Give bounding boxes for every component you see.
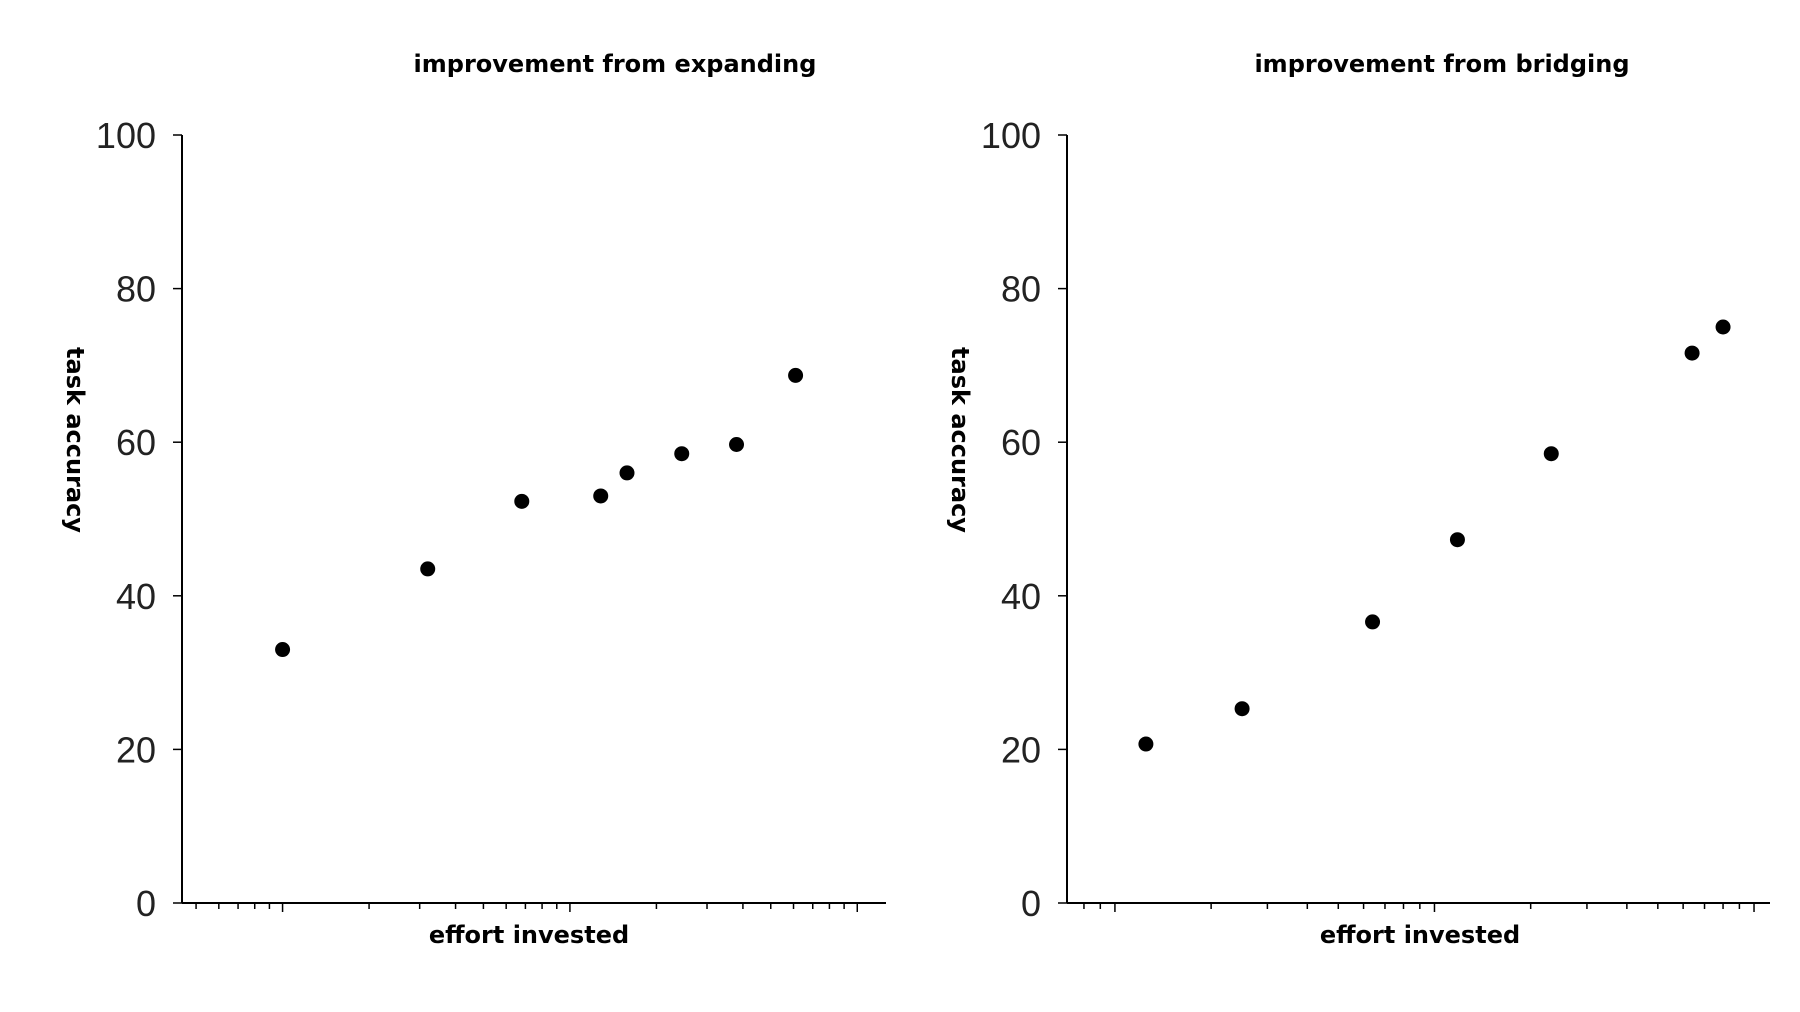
y-axis-label: task accuracy: [61, 347, 89, 533]
y-tick-label: 60: [116, 422, 156, 463]
data-point: [514, 493, 530, 509]
y-tick-label: 40: [116, 576, 156, 617]
data-point: [1684, 345, 1700, 361]
y-tick-label: 100: [96, 115, 156, 156]
x-axis-label: effort invested: [429, 921, 629, 949]
y-tick-label: 80: [116, 269, 156, 310]
data-point: [275, 642, 291, 658]
y-ticks: 0 20 40 60 80 100: [981, 115, 1067, 924]
data-point: [729, 437, 745, 453]
y-tick-label: 100: [981, 115, 1041, 156]
data-point: [1715, 319, 1731, 335]
y-tick-label: 60: [1001, 422, 1041, 463]
y-axis-label: task accuracy: [946, 347, 974, 533]
x-minor-ticks: [195, 903, 859, 912]
data-point: [593, 488, 609, 504]
chart-panel-bridging: improvement from bridging task accuracy …: [946, 50, 1770, 949]
data-point: [1365, 614, 1381, 630]
x-minor-ticks: [1083, 903, 1755, 912]
data-point: [1138, 736, 1154, 752]
x-axis-label: effort invested: [1320, 921, 1520, 949]
y-tick-label: 40: [1001, 576, 1041, 617]
data-point: [788, 367, 804, 383]
chart-panel-expanding: improvement from expanding task accuracy…: [61, 50, 886, 949]
y-ticks: 0 20 40 60 80 100: [96, 115, 182, 924]
y-tick-label: 20: [1001, 729, 1041, 770]
scatter-points: [1138, 319, 1731, 752]
scatter-points: [275, 367, 804, 658]
data-point: [1234, 701, 1250, 717]
data-point: [619, 465, 635, 481]
chart-title: improvement from bridging: [1254, 50, 1629, 78]
data-point: [1449, 532, 1465, 548]
data-point: [1543, 446, 1559, 462]
y-tick-label: 0: [136, 883, 156, 924]
data-point: [674, 446, 690, 462]
chart-title: improvement from expanding: [414, 50, 817, 78]
y-tick-label: 0: [1021, 883, 1041, 924]
y-tick-label: 20: [116, 729, 156, 770]
data-point: [420, 561, 436, 577]
y-tick-label: 80: [1001, 269, 1041, 310]
